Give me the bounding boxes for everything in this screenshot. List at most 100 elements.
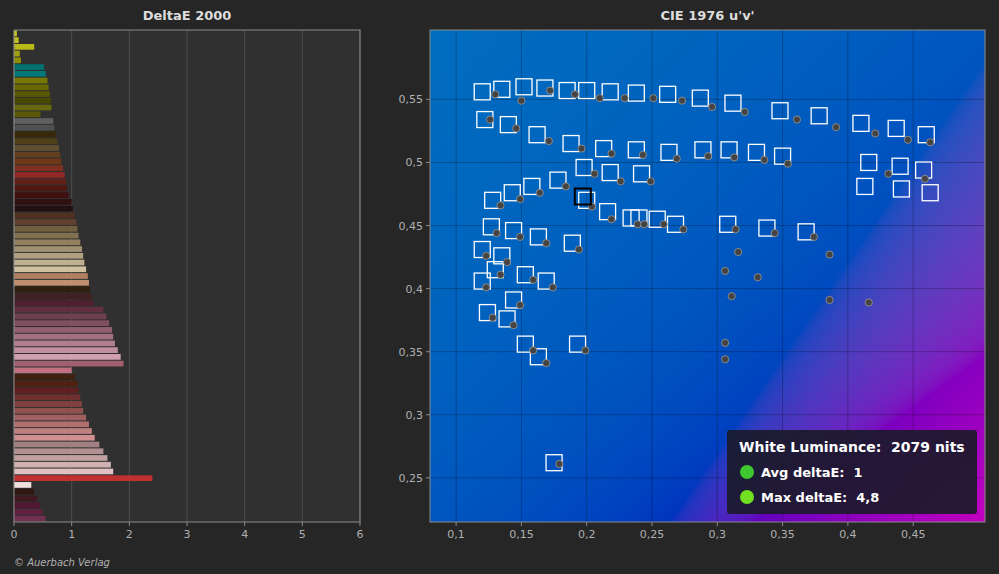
bar — [14, 388, 79, 394]
tick-mark — [187, 522, 188, 526]
bar — [14, 138, 57, 144]
measured-point — [647, 178, 654, 185]
measured-point — [575, 246, 582, 253]
measured-point — [489, 314, 496, 321]
measured-point — [513, 125, 520, 132]
target-square — [853, 115, 869, 131]
measured-point — [596, 95, 603, 102]
measured-point — [728, 293, 735, 300]
target-square — [537, 80, 553, 96]
bar — [14, 212, 75, 218]
measured-point — [921, 175, 928, 182]
measured-point — [732, 226, 739, 233]
measured-point — [650, 95, 657, 102]
measured-point — [793, 116, 800, 123]
bar — [14, 462, 111, 468]
grid-line — [430, 288, 985, 289]
bar — [14, 260, 84, 266]
measured-point — [503, 259, 510, 266]
measured-point — [621, 95, 628, 102]
tick-label: 1 — [68, 528, 75, 541]
bar — [14, 84, 49, 90]
bar — [14, 71, 46, 77]
series — [575, 189, 591, 205]
target-square — [857, 178, 873, 194]
measured-point — [517, 233, 524, 240]
measured-point — [810, 233, 817, 240]
tick-label: 2 — [126, 528, 133, 541]
bar — [14, 239, 80, 245]
measured-point — [784, 160, 791, 167]
tick-label: 0,35 — [399, 346, 424, 359]
grid-line — [430, 99, 985, 100]
bar — [14, 64, 44, 70]
target-square — [474, 84, 490, 100]
tick-mark — [913, 522, 914, 526]
page-background — [0, 0, 999, 574]
annotation-background — [727, 430, 977, 514]
tick-mark — [782, 522, 783, 526]
measured-point — [483, 284, 490, 291]
bar — [14, 37, 19, 43]
bar — [14, 118, 53, 124]
measured-point — [660, 221, 667, 228]
measured-point — [591, 170, 598, 177]
tick-mark — [426, 351, 430, 352]
tick-mark — [426, 162, 430, 163]
bar — [14, 179, 66, 185]
measured-point — [617, 178, 624, 185]
target-square — [888, 120, 904, 136]
measured-point — [678, 97, 685, 104]
target-square — [861, 154, 877, 170]
annotation-text: White Luminance: 2079 nits — [739, 439, 965, 455]
target-square — [628, 85, 644, 101]
bar — [14, 145, 59, 151]
measured-point — [927, 139, 934, 146]
chart-title: CIE 1976 u'v' — [660, 8, 754, 23]
series — [474, 79, 938, 471]
bar — [14, 91, 50, 97]
bar — [14, 516, 46, 522]
bar — [14, 233, 79, 239]
bar — [14, 341, 115, 347]
bar — [14, 152, 60, 158]
target-square — [602, 84, 618, 100]
tick-mark — [360, 522, 361, 526]
target-square — [634, 166, 650, 182]
bar — [14, 186, 67, 192]
plot-background — [14, 30, 360, 522]
bar — [14, 435, 95, 441]
bar — [14, 415, 86, 421]
tick-mark — [426, 414, 430, 415]
bar — [14, 334, 113, 340]
grid-line — [244, 30, 245, 522]
target-square — [546, 455, 562, 471]
measured-point — [872, 130, 879, 137]
measured-point — [608, 216, 615, 223]
bar — [14, 320, 109, 326]
tick-label: 0,55 — [399, 93, 424, 106]
bars — [14, 31, 152, 522]
tick-label: 0,2 — [578, 528, 596, 541]
bar — [14, 105, 51, 111]
series — [483, 87, 934, 468]
bar — [14, 246, 82, 252]
target-square — [893, 181, 909, 197]
tick-mark — [652, 522, 653, 526]
bar — [14, 253, 83, 259]
grid-line — [129, 30, 130, 522]
target-square — [479, 305, 495, 321]
bar — [14, 159, 61, 165]
target-square — [692, 90, 708, 106]
bar — [14, 219, 76, 225]
measured-point — [754, 274, 761, 281]
tick-label: 5 — [299, 528, 306, 541]
measured-point — [826, 296, 833, 303]
bar — [14, 132, 56, 138]
tick-label: 0,4 — [839, 528, 857, 541]
tick-label: 0,45 — [399, 220, 424, 233]
bar — [14, 421, 89, 427]
bar — [14, 509, 43, 515]
chart-root: DeltaE 20000123456CIE 1976 u'v'0,10,150,… — [0, 0, 999, 574]
measured-point — [486, 116, 493, 123]
